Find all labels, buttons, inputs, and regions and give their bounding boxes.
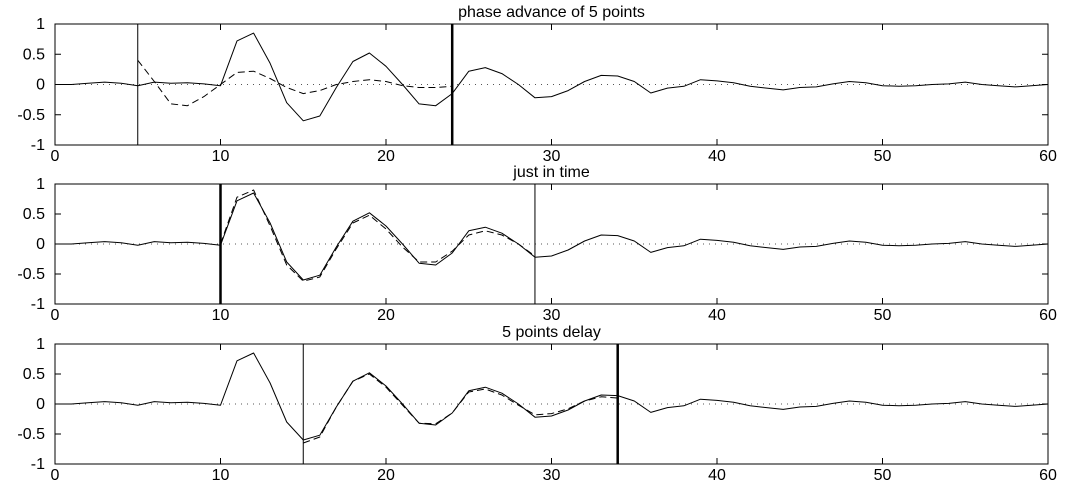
solid-series-line (55, 32, 1049, 122)
x-tick-label: 10 (212, 307, 230, 324)
x-tick-label: 30 (543, 467, 561, 484)
y-tick-label: 0 (36, 396, 45, 413)
y-tick-label: 0.5 (23, 206, 45, 223)
x-tick-label: 20 (377, 148, 395, 165)
axes-frame (54, 23, 1049, 146)
x-tick-label: 40 (708, 467, 726, 484)
chart-title: phase advance of 5 points (458, 4, 645, 21)
solid-series-line (55, 352, 1049, 441)
chart-title: just in time (512, 164, 590, 181)
x-tick-label: 20 (377, 467, 395, 484)
x-tick-label: 40 (708, 148, 726, 165)
x-tick-label: 0 (51, 467, 60, 484)
y-tick-label: -1 (31, 137, 45, 154)
y-tick-label: 0 (36, 77, 45, 94)
x-tick-label: 60 (1039, 148, 1057, 165)
x-tick-label: 60 (1039, 467, 1057, 484)
chart-panel-3: 5 points delay 0 10 20 30 40 50 60 -1 -0.5 0 0.5 1 (17, 324, 1057, 484)
x-tick-label: 20 (377, 307, 395, 324)
chart-title: 5 points delay (502, 324, 601, 341)
dashed-series-line (303, 373, 618, 444)
x-tick-label: 30 (543, 148, 561, 165)
x-tick-label: 10 (212, 467, 230, 484)
solid-series-line (55, 192, 1049, 281)
y-tick-label: 1 (36, 336, 45, 353)
chart-panel-2: just in time 0 10 20 30 40 50 60 -1 -0.5 0 0.5 1 (17, 164, 1057, 324)
y-tick-label: 1 (36, 16, 45, 33)
axes-frame (54, 183, 1049, 305)
x-tick-label: 50 (874, 307, 892, 324)
x-tick-label: 0 (51, 307, 60, 324)
dashed-series-line (220, 189, 536, 282)
y-tick-label: 0 (36, 236, 45, 253)
axes-frame (54, 343, 1049, 465)
x-tick-label: 50 (874, 467, 892, 484)
y-tick-label: -1 (31, 456, 45, 473)
x-tick-label: 10 (212, 148, 230, 165)
y-tick-label: -0.5 (17, 266, 45, 283)
x-tick-label: 0 (51, 148, 60, 165)
y-tick-label: -0.5 (17, 426, 45, 443)
y-tick-label: 0.5 (23, 366, 45, 383)
x-tick-label: 40 (708, 307, 726, 324)
y-tick-label: 0.5 (23, 46, 45, 63)
y-tick-label: -1 (31, 296, 45, 313)
x-tick-label: 60 (1039, 307, 1057, 324)
y-tick-label: -0.5 (17, 107, 45, 124)
x-tick-label: 30 (543, 307, 561, 324)
x-tick-label: 50 (874, 148, 892, 165)
y-tick-label: 1 (36, 176, 45, 193)
dashed-series-line (137, 59, 453, 107)
